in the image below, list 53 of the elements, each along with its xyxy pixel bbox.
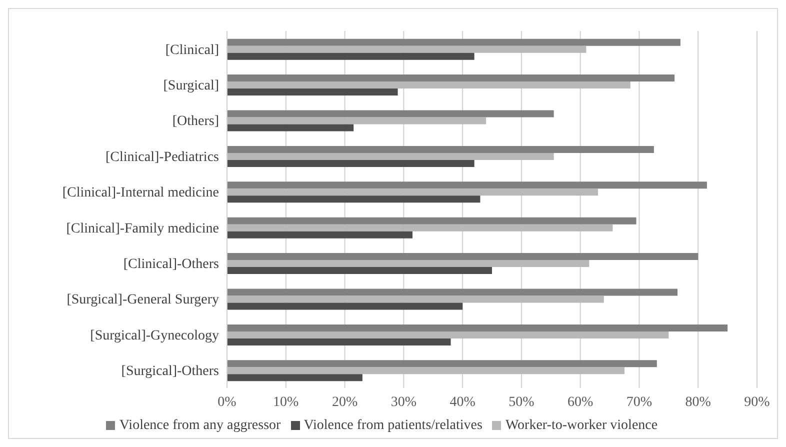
bar <box>227 331 669 338</box>
x-tick-label: 0% <box>218 394 237 410</box>
x-tick-label: 10% <box>273 394 300 410</box>
y-tick-label: [Surgical]-Others <box>121 364 219 380</box>
legend-label: Violence from any aggressor <box>119 418 281 433</box>
y-tick-label: [Surgical]-Gynecology <box>90 328 219 344</box>
x-tick-label: 70% <box>626 394 652 410</box>
bar <box>227 82 630 89</box>
bar <box>227 302 463 310</box>
bar <box>227 374 362 382</box>
y-tick-label: [Clinical]-Others <box>123 257 219 272</box>
bar <box>227 260 590 268</box>
y-tick-label: [Surgical] <box>163 78 219 94</box>
bar <box>227 146 654 153</box>
bar <box>227 296 604 303</box>
bar <box>227 224 613 232</box>
bar <box>227 152 554 160</box>
bar <box>227 196 480 203</box>
x-tick-label: 90% <box>744 394 770 410</box>
legend-label: Worker-to-worker violence <box>505 418 658 433</box>
bar <box>227 231 412 238</box>
x-tick-label: 60% <box>567 394 594 410</box>
x-tick-label: 40% <box>450 394 476 410</box>
bar <box>227 367 624 374</box>
y-tick-label: [Clinical]-Pediatrics <box>105 150 219 165</box>
bar <box>227 124 354 132</box>
bar <box>227 188 598 196</box>
y-tick-label: [Surgical]-General Surgery <box>66 292 219 308</box>
bar <box>227 267 492 274</box>
bar <box>227 52 474 60</box>
bar <box>227 160 474 167</box>
bar <box>227 88 398 96</box>
legend-label: Violence from patients/relatives <box>304 418 482 433</box>
x-tick-label: 30% <box>390 394 417 410</box>
y-tick-label: [Clinical]-Family medicine <box>66 221 219 236</box>
y-tick-label: [Others] <box>172 114 219 130</box>
bar <box>227 338 451 346</box>
bar <box>227 38 680 46</box>
bar <box>227 253 698 260</box>
bar <box>227 117 486 124</box>
x-tick-label: 50% <box>508 394 535 410</box>
x-tick-label: 80% <box>685 394 712 410</box>
bar <box>227 74 675 82</box>
bar <box>227 110 554 118</box>
bar <box>227 288 678 296</box>
bar <box>227 182 707 189</box>
y-tick-label: [Clinical]-Internal medicine <box>62 186 219 201</box>
y-tick-label: [Clinical] <box>165 42 219 58</box>
bar <box>227 46 586 53</box>
bar <box>227 217 636 224</box>
bar <box>227 360 657 368</box>
x-tick-label: 20% <box>332 394 358 410</box>
bar <box>227 324 728 332</box>
